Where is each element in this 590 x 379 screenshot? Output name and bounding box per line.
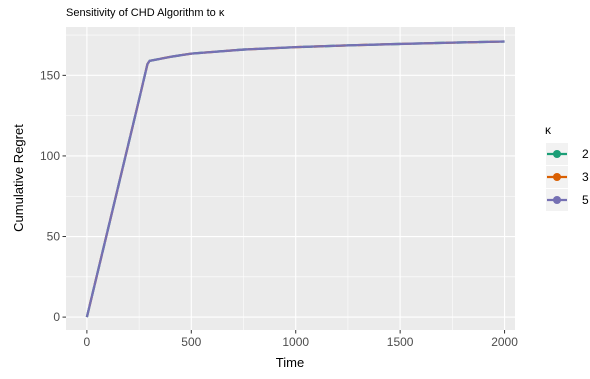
chart-title: Sensitivity of CHD Algorithm to κ bbox=[66, 7, 225, 19]
y-tick-label: 150 bbox=[40, 68, 60, 82]
legend-key-dot bbox=[553, 196, 561, 204]
legend-key-dot bbox=[553, 150, 561, 158]
legend-title: κ bbox=[545, 123, 552, 137]
legend-label-3: 3 bbox=[582, 170, 589, 184]
y-axis-title: Cumulative Regret bbox=[11, 124, 26, 232]
y-tick-label: 0 bbox=[53, 310, 60, 324]
legend-label-5: 5 bbox=[582, 193, 589, 207]
x-axis-title: Time bbox=[276, 355, 304, 370]
x-tick-label: 2000 bbox=[491, 335, 518, 349]
x-tick-label: 0 bbox=[84, 335, 91, 349]
series-lines bbox=[85, 40, 505, 318]
y-tick-label: 50 bbox=[47, 230, 61, 244]
x-tick-label: 500 bbox=[181, 335, 201, 349]
legend-label-2: 2 bbox=[582, 147, 589, 161]
major-gridlines bbox=[66, 27, 515, 330]
legend: κ 2 3 5 bbox=[545, 123, 589, 211]
minor-gridlines bbox=[66, 27, 515, 330]
plot-panel bbox=[66, 27, 515, 330]
x-tick-label: 1500 bbox=[387, 335, 414, 349]
x-tick-label: 1000 bbox=[282, 335, 309, 349]
y-tick-label: 100 bbox=[40, 149, 60, 163]
legend-key-dot bbox=[553, 173, 561, 181]
series-line-5 bbox=[85, 40, 505, 318]
x-axis-ticks: 0 500 1000 1500 2000 bbox=[84, 330, 518, 349]
y-axis-ticks: 0 50 100 150 bbox=[40, 68, 66, 324]
